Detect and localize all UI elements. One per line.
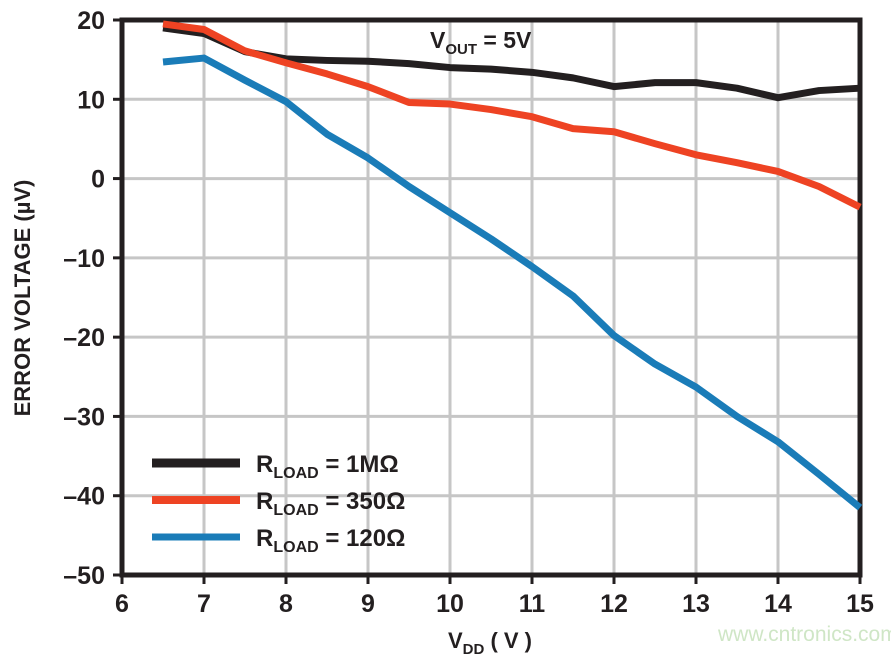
y-tick-label: 10 <box>77 86 105 114</box>
x-tick-label: 13 <box>682 590 710 618</box>
y-tick-label: –40 <box>63 483 105 511</box>
x-tick-label: 7 <box>197 590 211 618</box>
series-line-2 <box>162 20 862 211</box>
y-tick-labels: 20 10 0 –10 –20 –30 –40 –50 <box>63 7 105 590</box>
x-tick-label: 12 <box>600 590 628 618</box>
data-series-group <box>162 20 863 511</box>
x-tick-label: 11 <box>519 590 546 618</box>
x-tick-labels: 6 7 8 9 10 11 12 13 14 15 <box>115 590 874 618</box>
x-tick-label: 15 <box>846 590 874 618</box>
y-axis-title: ERROR VOLTAGE (µV) <box>10 180 35 417</box>
x-tick-label: 6 <box>115 590 129 618</box>
legend-label-2: RLOAD = 350Ω <box>256 488 405 519</box>
y-tick-label: –50 <box>63 562 105 590</box>
x-axis-title: VDD ( V ) <box>448 628 532 658</box>
y-tick-label: –10 <box>63 245 105 273</box>
x-tick-label: 9 <box>361 590 375 618</box>
y-tick-label: –20 <box>63 324 105 352</box>
vout-annotation: VOUT = 5V <box>430 27 532 58</box>
legend-label-3: RLOAD = 120Ω <box>256 525 405 556</box>
plot-frame <box>119 17 863 578</box>
watermark: www.cntronics.com <box>717 623 891 646</box>
legend: RLOAD = 1MΩ RLOAD = 350Ω RLOAD = 120Ω <box>152 451 405 556</box>
gridlines <box>122 20 860 575</box>
series-line-3 <box>162 54 863 511</box>
y-tick-label: 0 <box>91 166 105 194</box>
legend-label-1: RLOAD = 1MΩ <box>256 451 399 482</box>
y-tick-label: –30 <box>63 403 105 431</box>
y-tick-label: 20 <box>77 7 105 35</box>
x-tick-label: 10 <box>436 590 464 618</box>
x-tick-label: 14 <box>764 590 792 618</box>
x-tick-label: 8 <box>279 590 293 618</box>
